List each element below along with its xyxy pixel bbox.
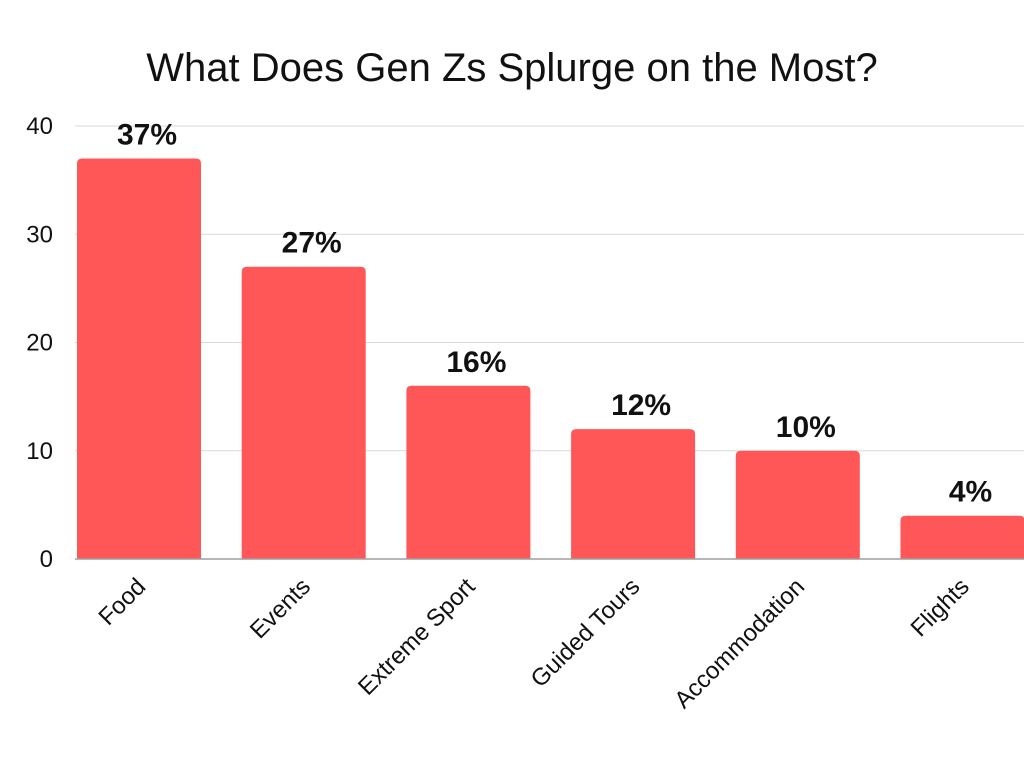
bar-flights — [900, 515, 1024, 559]
bars — [77, 158, 1024, 559]
data-label: 10% — [776, 411, 836, 444]
category-label: Events — [245, 573, 316, 644]
chart-title: What Does Gen Zs Splurge on the Most? — [146, 46, 878, 90]
gridlines — [75, 125, 1024, 452]
category-label: Food — [93, 573, 151, 631]
data-label: 37% — [117, 118, 177, 151]
y-tick-label: 20 — [26, 330, 53, 357]
bar-events — [241, 266, 366, 559]
y-tick-label: 10 — [26, 438, 53, 465]
bar-extreme-sport — [406, 385, 531, 559]
data-label: 4% — [949, 476, 992, 509]
y-axis-ticks: 0 10 20 30 40 — [26, 113, 53, 573]
category-label: Accommodation — [669, 573, 810, 714]
category-label: Flights — [906, 573, 975, 642]
y-tick-label: 40 — [26, 113, 53, 140]
category-label: Guided Tours — [526, 573, 646, 693]
data-labels: 37% 27% 16% 12% 10% 4% — [117, 118, 992, 508]
bar-food — [77, 158, 201, 559]
data-label: 27% — [282, 227, 342, 260]
x-axis-categories: Food Events Extreme Sport Guided Tours Accom… — [93, 573, 974, 714]
y-tick-label: 0 — [40, 546, 53, 573]
y-tick-label: 30 — [26, 221, 53, 248]
bar-accommodation — [735, 450, 860, 559]
data-label: 12% — [611, 389, 671, 422]
data-label: 16% — [446, 346, 506, 379]
category-label: Extreme Sport — [353, 573, 481, 701]
bar-guided-tours — [571, 429, 696, 559]
